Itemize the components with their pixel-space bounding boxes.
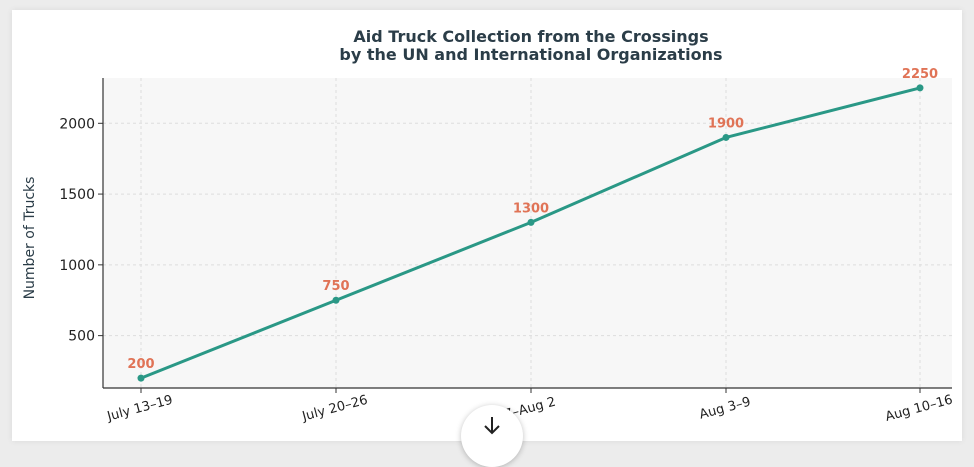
data-label: 1300 [513, 201, 549, 216]
chart-title-line-1: Aid Truck Collection from the Crossings [353, 27, 708, 46]
data-point [527, 218, 535, 226]
y-tick-label: 2000 [59, 116, 95, 132]
y-tick-label: 1000 [59, 258, 95, 274]
data-label: 2250 [902, 67, 938, 82]
data-point [916, 84, 924, 92]
data-label: 200 [127, 357, 154, 372]
data-label: 1900 [708, 116, 744, 131]
x-tick-label: July 20–26 [300, 393, 370, 425]
data-point [332, 296, 340, 304]
chart-title-line-2: by the UN and International Organization… [339, 45, 722, 64]
x-tick-labels: July 13–19 July 20–26 7–Aug 2 Aug 3–9 Aug 10… [105, 388, 955, 425]
data-point [137, 374, 145, 382]
screenshot-frame: 500 1000 1500 2000 July 13–19 July 20–26 7–Au… [12, 10, 962, 467]
arrow-down-icon [484, 417, 500, 435]
x-tick-label: July 13–19 [105, 393, 175, 425]
scroll-down-button[interactable] [461, 405, 523, 467]
data-label: 750 [322, 279, 349, 294]
gridlines [103, 78, 952, 388]
x-tick-label: Aug 10–16 [884, 392, 955, 424]
x-tick-label: Aug 3–9 [698, 395, 753, 423]
data-point [722, 133, 730, 141]
y-axis-label: Number of Trucks [22, 177, 38, 300]
y-tick-labels: 500 1000 1500 2000 [59, 116, 103, 345]
y-tick-label: 500 [68, 329, 95, 345]
series-trucks [137, 84, 924, 382]
y-tick-label: 1500 [59, 187, 95, 203]
data-labels: 200 750 1300 1900 2250 [127, 67, 938, 372]
